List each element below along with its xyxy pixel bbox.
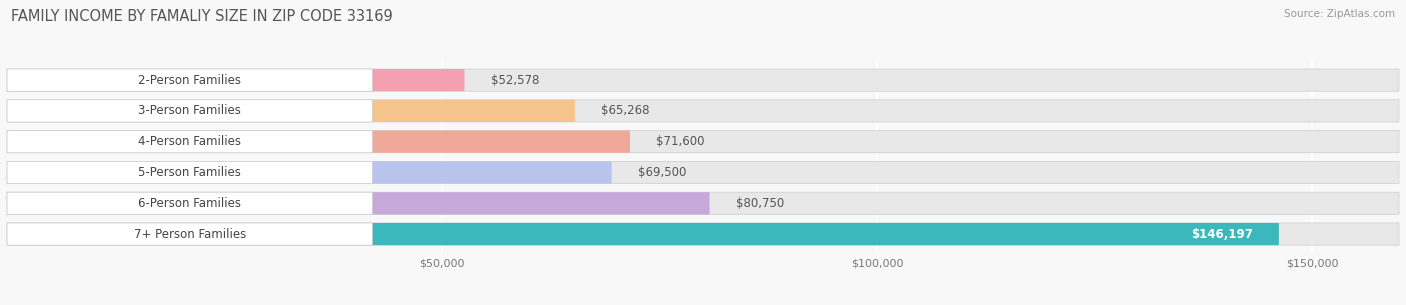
FancyBboxPatch shape: [7, 100, 373, 122]
FancyBboxPatch shape: [7, 131, 1399, 153]
FancyBboxPatch shape: [7, 161, 612, 184]
FancyBboxPatch shape: [7, 192, 373, 214]
FancyBboxPatch shape: [7, 100, 1399, 122]
Text: $65,268: $65,268: [600, 104, 650, 117]
FancyBboxPatch shape: [7, 223, 1279, 245]
FancyBboxPatch shape: [7, 69, 1399, 91]
FancyBboxPatch shape: [7, 131, 630, 153]
Text: $80,750: $80,750: [735, 197, 785, 210]
FancyBboxPatch shape: [7, 161, 1399, 184]
Text: 7+ Person Families: 7+ Person Families: [134, 228, 246, 241]
FancyBboxPatch shape: [7, 161, 373, 184]
FancyBboxPatch shape: [7, 100, 575, 122]
FancyBboxPatch shape: [7, 223, 1399, 245]
FancyBboxPatch shape: [7, 69, 464, 91]
Text: $146,197: $146,197: [1191, 228, 1253, 241]
Text: Source: ZipAtlas.com: Source: ZipAtlas.com: [1284, 9, 1395, 19]
Text: 5-Person Families: 5-Person Families: [138, 166, 242, 179]
FancyBboxPatch shape: [7, 131, 373, 153]
Text: 3-Person Families: 3-Person Families: [138, 104, 242, 117]
Text: $69,500: $69,500: [638, 166, 686, 179]
FancyBboxPatch shape: [7, 192, 710, 214]
Text: $71,600: $71,600: [657, 135, 704, 148]
FancyBboxPatch shape: [7, 69, 373, 91]
Text: 2-Person Families: 2-Person Families: [138, 74, 242, 87]
Text: 4-Person Families: 4-Person Families: [138, 135, 242, 148]
FancyBboxPatch shape: [7, 223, 373, 245]
Text: $52,578: $52,578: [491, 74, 538, 87]
Text: 6-Person Families: 6-Person Families: [138, 197, 242, 210]
Text: FAMILY INCOME BY FAMALIY SIZE IN ZIP CODE 33169: FAMILY INCOME BY FAMALIY SIZE IN ZIP COD…: [11, 9, 394, 24]
FancyBboxPatch shape: [7, 192, 1399, 214]
